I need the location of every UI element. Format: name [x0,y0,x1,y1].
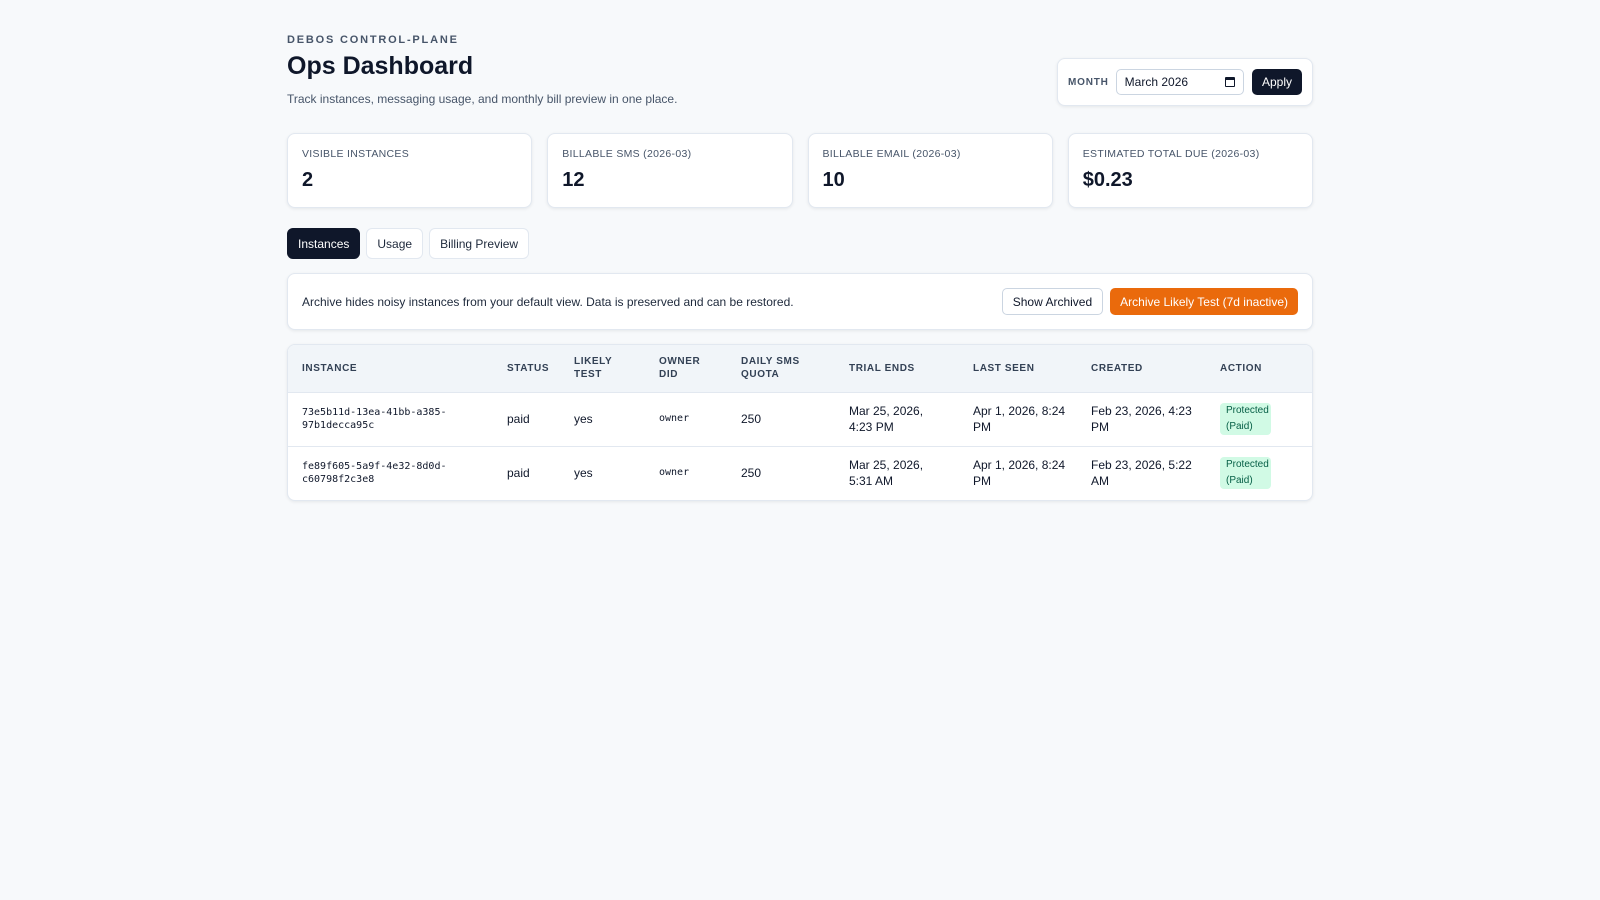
instance-id-cell: fe89f605-5a9f-4e32-8d0d- c60798f2c3e8 [288,446,499,500]
tab-instances[interactable]: Instances [287,228,361,259]
instance-id-line: c60798f2c3e8 [302,474,375,486]
owner-did-cell: owner [659,413,690,424]
column-header: OWNER DID [659,356,701,381]
protected-badge: Protected (Paid) [1220,457,1271,490]
status-cell: paid [507,466,530,481]
stat-value: 12 [562,169,585,191]
quota-cell: 250 [741,466,762,481]
month-input[interactable]: March 2026 [1115,69,1244,95]
stat-label: VISIBLE INSTANCES [302,148,410,160]
protected-badge: Protected (Paid) [1220,403,1271,435]
stat-value: 2 [302,169,314,191]
page-title: Ops Dashboard [287,52,474,80]
column-header: CREATED [1091,362,1143,374]
month-value: March 2026 [1124,75,1189,89]
tab-bar: Instances Usage Billing Preview [287,228,1313,259]
column-header: ACTION [1220,362,1262,374]
trial-ends-cell: Mar 25, 2026, 5:31 AM [849,458,924,489]
stat-card-billable-sms: BILLABLE SMS (2026-03) 12 [547,133,793,208]
stat-label: BILLABLE EMAIL (2026-03) [822,148,961,160]
column-header: INSTANCE [302,362,358,374]
stat-cards: VISIBLE INSTANCES 2 BILLABLE SMS (2026-0… [287,133,1313,208]
last-seen-cell: Apr 1, 2026, 8:24 PM [973,458,1066,489]
archive-description: Archive hides noisy instances from your … [302,294,794,309]
page-header: DEBOS CONTROL-PLANE Ops Dashboard Track … [287,0,1313,133]
created-cell: Feb 23, 2026, 4:23 PM [1091,404,1192,434]
column-header: STATUS [507,362,550,374]
stat-value: 10 [822,169,845,191]
table-row: 73e5b11d-13ea-41bb-a385- 97b1decca95c pa… [288,392,1312,446]
stat-label: BILLABLE SMS (2026-03) [562,148,692,160]
table-row: fe89f605-5a9f-4e32-8d0d- c60798f2c3e8 pa… [288,446,1312,500]
likely-test-cell: yes [574,466,593,481]
stat-card-visible-instances: VISIBLE INSTANCES 2 [287,133,533,208]
stat-card-estimated-total: ESTIMATED TOTAL DUE (2026-03) $0.23 [1067,133,1313,208]
likely-test-cell: yes [574,412,593,426]
stat-card-billable-email: BILLABLE EMAIL (2026-03) 10 [807,133,1053,208]
stat-label: ESTIMATED TOTAL DUE (2026-03) [1082,148,1260,160]
instance-id-line: fe89f605-5a9f-4e32-8d0d- [302,461,447,473]
column-header: LIKELY TEST [574,356,613,381]
last-seen-cell: Apr 1, 2026, 8:24 PM [973,404,1066,434]
table-header-row: INSTANCE STATUS LIKELY TEST OWNER DID DA… [288,345,1312,392]
action-cell: Protected (Paid) [1212,446,1312,500]
show-archived-button[interactable]: Show Archived [1001,288,1104,315]
owner-did-cell: owner [659,467,690,479]
calendar-icon[interactable] [1224,77,1235,87]
month-picker: MONTH March 2026 Apply [1057,58,1313,106]
created-cell: Feb 23, 2026, 5:22 AM [1091,458,1192,489]
dashboard-page: DEBOS CONTROL-PLANE Ops Dashboard Track … [287,0,1313,501]
archive-likely-test-button[interactable]: Archive Likely Test (7d inactive) [1110,288,1298,315]
column-header: TRIAL ENDS [849,362,915,374]
instance-id-line: 97b1decca95c [302,420,375,431]
quota-cell: 250 [741,412,762,426]
trial-ends-cell: Mar 25, 2026, 4:23 PM [849,404,924,434]
tab-usage[interactable]: Usage [366,228,424,259]
action-cell: Protected (Paid) [1212,392,1312,446]
month-label: MONTH [1068,76,1109,88]
column-header: LAST SEEN [973,362,1035,374]
instance-id-cell: 73e5b11d-13ea-41bb-a385- 97b1decca95c [288,392,499,446]
archive-bar: Archive hides noisy instances from your … [287,273,1313,330]
page-subtitle: Track instances, messaging usage, and mo… [287,92,678,106]
app-eyebrow: DEBOS CONTROL-PLANE [287,34,459,46]
tab-billing-preview[interactable]: Billing Preview [429,228,530,259]
status-cell: paid [507,412,530,426]
apply-button[interactable]: Apply [1251,69,1302,95]
column-header: DAILY SMS QUOTA [741,356,800,381]
instances-table: INSTANCE STATUS LIKELY TEST OWNER DID DA… [288,345,1312,500]
instances-table-card: INSTANCE STATUS LIKELY TEST OWNER DID DA… [287,344,1313,501]
stat-value: $0.23 [1082,169,1133,191]
instance-id-line: 73e5b11d-13ea-41bb-a385- [302,407,447,418]
